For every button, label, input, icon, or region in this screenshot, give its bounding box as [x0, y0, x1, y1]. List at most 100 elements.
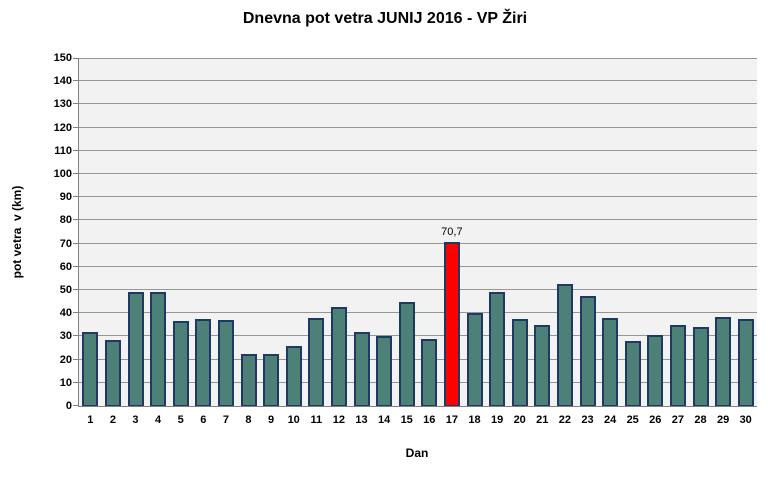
gridline-70 [79, 243, 757, 244]
y-axis-title: pot vetra v (km) [10, 185, 24, 279]
x-axis-tick-labels: 1 2 3 4 5 6 7 8 9 10 11 12 13 14 15 16 17 18 19 20 21 22 23 24 2… [79, 413, 757, 429]
x-tick-label-28: 28 [694, 414, 707, 426]
highlight-value-label: 70,7 [441, 226, 463, 238]
y-tick-mark-140 [73, 80, 78, 81]
y-tick-label-120: 120 [53, 122, 72, 134]
bar-day-22 [556, 284, 573, 406]
y-tick-mark-40 [73, 312, 78, 313]
bar-day-13 [353, 332, 370, 406]
bar-day-26 [647, 335, 664, 406]
y-tick-label-140: 140 [53, 75, 72, 87]
x-tick-label-18: 18 [468, 414, 481, 426]
x-tick-label-30: 30 [739, 414, 752, 426]
gridline-80 [79, 219, 757, 220]
x-tick-label-27: 27 [671, 414, 685, 426]
y-tick-mark-120 [73, 127, 78, 128]
bar-day-2 [104, 340, 121, 406]
x-tick-label-3: 3 [132, 414, 139, 426]
y-tick-label-50: 50 [59, 284, 72, 296]
x-tick-label-21: 21 [536, 414, 549, 426]
x-tick-label-24: 24 [603, 414, 617, 426]
x-tick-label-2: 2 [109, 414, 116, 426]
x-tick-label-7: 7 [222, 414, 229, 426]
gridline-100 [79, 173, 757, 174]
y-tick-mark-80 [73, 219, 78, 220]
y-axis-tick-labels: 0 10 20 30 40 50 60 70 80 90 100 110 120 130 140 150 [28, 52, 72, 412]
bar-day-9 [263, 354, 280, 406]
x-tick-label-23: 23 [581, 414, 594, 426]
x-axis-title: Dan [405, 446, 429, 460]
y-tick-mark-130 [73, 103, 78, 104]
x-tick-label-14: 14 [377, 414, 391, 426]
y-tick-mark-150 [73, 58, 78, 59]
bar-day-15 [398, 302, 415, 406]
bar-day-18 [466, 313, 483, 406]
bar-day-24 [602, 318, 619, 406]
bar-day-3 [127, 292, 144, 406]
y-tick-mark-30 [73, 335, 78, 336]
x-tick-label-11: 11 [310, 414, 323, 426]
x-tick-label-10: 10 [287, 414, 300, 426]
x-tick-label-9: 9 [268, 414, 275, 426]
x-tick-label-6: 6 [200, 414, 207, 426]
gridline-30 [79, 335, 757, 336]
y-tick-label-60: 60 [59, 261, 72, 273]
y-tick-label-110: 110 [54, 145, 72, 157]
gridline-10 [79, 382, 757, 383]
bar-day-11 [308, 318, 325, 406]
bar-day-23 [579, 296, 596, 406]
x-tick-label-8: 8 [245, 414, 252, 426]
y-tick-label-20: 20 [59, 354, 72, 366]
y-tick-label-30: 30 [59, 330, 72, 342]
y-tick-label-100: 100 [53, 168, 72, 180]
gridline-90 [79, 196, 757, 197]
y-tick-label-150: 150 [53, 52, 72, 64]
y-tick-mark-110 [73, 150, 78, 151]
bar-day-20 [511, 319, 528, 406]
chart-title: Dnevna pot vetra JUNIJ 2016 - VP Žiri [242, 10, 528, 27]
bar-day-8 [240, 354, 257, 406]
y-tick-label-70: 70 [59, 238, 72, 250]
bar-day-17 [443, 242, 460, 406]
gridline-20 [79, 359, 757, 360]
y-tick-mark-90 [73, 196, 78, 197]
bar-day-5 [172, 321, 189, 406]
x-tick-label-12: 12 [332, 414, 346, 426]
gridline-120 [79, 127, 757, 128]
bar-day-10 [285, 346, 302, 406]
y-tick-label-40: 40 [59, 307, 72, 319]
bar-day-16 [421, 339, 438, 406]
y-tick-mark-10 [73, 382, 78, 383]
bar-day-21 [534, 325, 551, 406]
bar-day-28 [692, 327, 709, 406]
gridline-130 [79, 103, 757, 104]
y-tick-label-0: 0 [65, 400, 72, 412]
bar-day-12 [330, 307, 347, 406]
gridline-50 [79, 289, 757, 290]
bar-day-27 [669, 325, 686, 406]
y-tick-mark-50 [73, 289, 78, 290]
gridline-60 [79, 266, 757, 267]
y-tick-label-130: 130 [53, 98, 72, 110]
y-tick-label-80: 80 [59, 214, 72, 226]
bar-day-19 [489, 292, 506, 406]
plot-area: 70,7 [73, 58, 757, 407]
bar-day-14 [376, 336, 393, 406]
x-tick-label-19: 19 [490, 414, 504, 426]
x-tick-label-13: 13 [355, 414, 368, 426]
bar-day-1 [82, 332, 99, 406]
y-tick-label-90: 90 [59, 191, 72, 203]
bar-day-6 [195, 319, 212, 406]
gridline-150 [79, 58, 757, 59]
bar-day-4 [150, 292, 167, 406]
x-tick-label-4: 4 [155, 414, 162, 426]
x-tick-label-15: 15 [400, 414, 413, 426]
gridline-40 [79, 312, 757, 313]
x-tick-label-1: 1 [87, 414, 94, 426]
y-tick-mark-60 [73, 266, 78, 267]
bar-day-29 [715, 317, 732, 406]
y-tick-mark-0 [73, 405, 78, 406]
bar-day-30 [737, 319, 754, 406]
y-tick-mark-100 [73, 173, 78, 174]
